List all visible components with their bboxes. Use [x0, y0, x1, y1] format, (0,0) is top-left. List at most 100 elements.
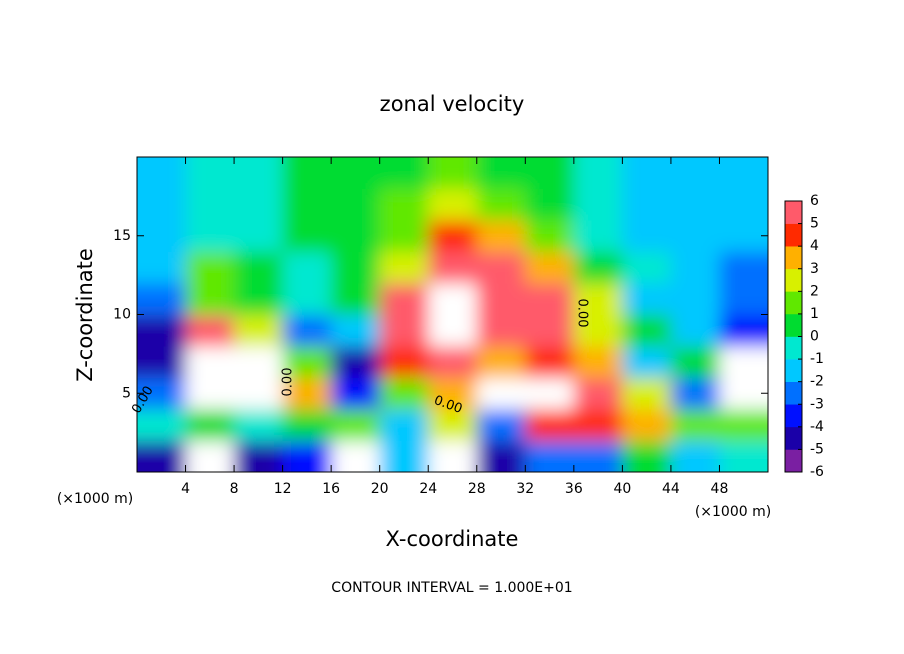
field-cell: [185, 188, 235, 221]
field-cell: [234, 346, 284, 378]
field-cell: [379, 377, 429, 410]
x-tick-label: 28: [468, 481, 486, 497]
field-cell: [573, 346, 623, 378]
field-cell: [185, 409, 235, 441]
field-cell: [719, 251, 768, 284]
field-cell: [573, 220, 623, 252]
field-cell: [137, 251, 187, 284]
colorbar-label: -5: [810, 441, 824, 457]
field-cell: [137, 188, 187, 221]
field-cell: [331, 440, 381, 472]
field-cells: [137, 157, 768, 472]
y-tick-label: 5: [122, 385, 131, 401]
colorbar-label: 2: [810, 283, 819, 299]
colorbar-band: [785, 246, 802, 270]
field-cell: [719, 377, 768, 410]
field-cell: [476, 283, 526, 315]
field-cell: [282, 283, 332, 315]
field-cell: [185, 440, 235, 472]
field-cell: [379, 346, 429, 378]
field-cell: [670, 409, 720, 441]
field-cell: [379, 440, 429, 472]
colorbar-band: [785, 359, 802, 382]
field-cell: [573, 440, 623, 472]
field-cell: [234, 377, 284, 410]
field-cell: [185, 346, 235, 378]
colorbar-label: -4: [810, 419, 824, 435]
field-cell: [282, 157, 332, 189]
field-cell: [282, 377, 332, 410]
colorbar-band: [785, 449, 802, 473]
field-cell: [428, 251, 478, 284]
field-cell: [282, 314, 332, 347]
field-cell: [670, 283, 720, 315]
field-cell: [476, 377, 526, 410]
x-tick-label: 12: [274, 481, 292, 497]
colorbar-label: 3: [810, 261, 819, 277]
field-cell: [573, 314, 623, 347]
field-cell: [670, 188, 720, 221]
y-unit: (×1000 m): [695, 504, 771, 520]
field-cell: [525, 409, 575, 441]
colorbar-label: -1: [810, 351, 824, 367]
field-cell: [622, 157, 672, 189]
colorbar-label: 0: [810, 329, 819, 345]
colorbar-band: [785, 336, 802, 360]
field-cell: [622, 283, 672, 315]
field-cell: [379, 283, 429, 315]
field-cell: [331, 251, 381, 284]
field-cell: [476, 157, 526, 189]
field-cell: [137, 220, 187, 252]
field-cell: [719, 220, 768, 252]
field-cell: [622, 440, 672, 472]
field-cell: [622, 314, 672, 347]
colorbar-band: [785, 201, 802, 224]
x-tick-label: 48: [711, 481, 729, 497]
field-cell: [282, 220, 332, 252]
field-cell: [234, 220, 284, 252]
field-cell: [185, 314, 235, 347]
field-cell: [331, 346, 381, 378]
field-cell: [428, 283, 478, 315]
field-cell: [719, 409, 768, 441]
field-cell: [428, 157, 478, 189]
colorbar-band: [785, 223, 802, 247]
field-cell: [137, 346, 187, 378]
field-cell: [185, 283, 235, 315]
field-cell: [670, 314, 720, 347]
field-cell: [573, 251, 623, 284]
field-cell: [234, 314, 284, 347]
field-cell: [137, 283, 187, 315]
field-cell: [185, 157, 235, 189]
y-tick-label: 10: [113, 307, 131, 323]
field-cell: [234, 283, 284, 315]
field-cell: [379, 251, 429, 284]
field-cell: [282, 346, 332, 378]
field-cell: [282, 409, 332, 441]
field-cell: [234, 251, 284, 284]
field-cell: [282, 251, 332, 284]
colorbar-label: 1: [810, 306, 819, 322]
chart-title: zonal velocity: [380, 92, 525, 116]
field-cell: [719, 314, 768, 347]
field-cell: [428, 346, 478, 378]
field-cell: [525, 188, 575, 221]
colorbar-band: [785, 381, 802, 405]
x-tick-label: 8: [230, 481, 239, 497]
field-cell: [573, 377, 623, 410]
colorbar-band: [785, 291, 802, 315]
field-cell: [622, 251, 672, 284]
field-cell: [476, 251, 526, 284]
colorbar-label: 4: [810, 238, 819, 254]
field-cell: [670, 157, 720, 189]
field-cell: [234, 157, 284, 189]
x-unit: (×1000 m): [57, 491, 133, 507]
field-cell: [476, 409, 526, 441]
field-cell: [525, 220, 575, 252]
field-cell: [234, 440, 284, 472]
field-cell: [622, 346, 672, 378]
field-cell: [476, 346, 526, 378]
contour-label: 0.00: [281, 368, 296, 397]
field-cell: [719, 283, 768, 315]
